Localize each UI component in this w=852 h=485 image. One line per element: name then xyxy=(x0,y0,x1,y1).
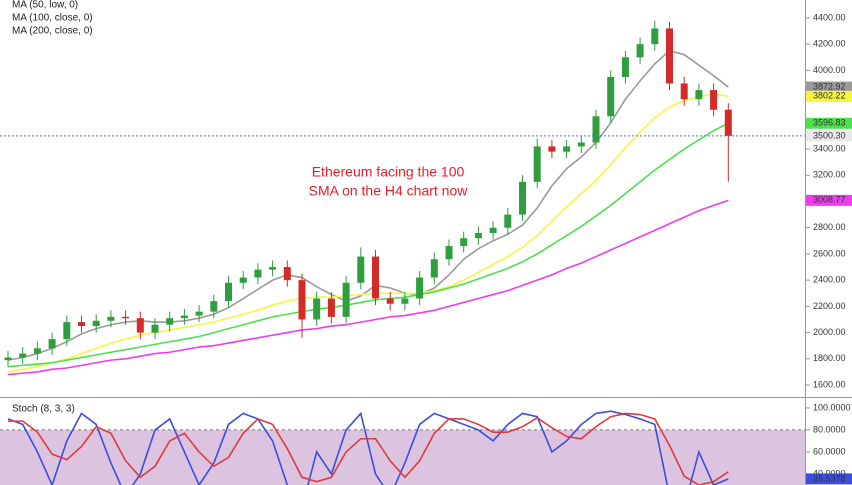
price-label: 3596.83 xyxy=(813,118,846,128)
y-tick-label: 100.0000 xyxy=(813,402,851,412)
candle-body xyxy=(254,269,262,278)
candle-body xyxy=(621,57,629,77)
stoch-band xyxy=(0,429,805,485)
line-series xyxy=(8,412,729,485)
y-tick-label: 3200.00 xyxy=(813,170,846,180)
candle-body xyxy=(313,298,321,320)
y-tick-label: 2400.00 xyxy=(813,275,846,285)
candle-body xyxy=(651,28,659,45)
candle-body xyxy=(225,282,232,302)
candle-body xyxy=(151,324,159,333)
annotation: SMA on the H4 chart now xyxy=(309,183,469,199)
candle-body xyxy=(195,311,203,316)
candle-body xyxy=(327,298,335,317)
y-tick-label: 2200.00 xyxy=(813,301,846,311)
candle-body xyxy=(636,44,644,58)
candle-body xyxy=(592,116,600,143)
candle-body xyxy=(180,315,188,319)
candle-body xyxy=(210,301,218,312)
candle-body xyxy=(474,232,482,239)
candle-body xyxy=(136,318,144,333)
candle-body xyxy=(519,181,526,215)
price-label-box xyxy=(806,194,852,206)
legend-entry: MA (200, close, 0) xyxy=(12,26,93,37)
candle-body xyxy=(239,277,247,283)
candle-body xyxy=(283,267,291,281)
candle-body xyxy=(357,256,365,283)
candle-body xyxy=(548,146,556,152)
candle-body xyxy=(724,109,732,136)
stoch-value-box xyxy=(806,473,852,485)
line-series xyxy=(7,122,729,368)
price-label-box xyxy=(806,117,852,129)
candle-body xyxy=(122,316,130,319)
candle-body xyxy=(430,259,438,278)
legend-entry: MA (100, close, 0) xyxy=(12,13,93,24)
stoch-panel xyxy=(0,410,805,485)
candle-body xyxy=(342,282,350,317)
line-series xyxy=(7,410,729,485)
y-tick-label: 3400.00 xyxy=(813,143,846,153)
candle-body xyxy=(107,316,115,321)
candle-body xyxy=(445,246,453,260)
candle-body xyxy=(563,146,571,152)
candle-body xyxy=(460,238,468,247)
candle-body xyxy=(78,322,85,327)
y-tick-label: 2600.00 xyxy=(813,248,846,258)
y-tick-label: 4000.00 xyxy=(813,65,846,75)
y-tick-label: 40.0000 xyxy=(813,468,846,478)
line-series xyxy=(7,49,729,361)
price-label: 3872.92 xyxy=(813,81,846,91)
y-tick-label: 2800.00 xyxy=(813,222,846,232)
candle-body xyxy=(504,214,512,228)
price-label: 3802.22 xyxy=(813,91,846,101)
candle-body xyxy=(710,90,718,110)
candle-body xyxy=(92,320,100,327)
candle-body xyxy=(607,76,615,117)
y-tick-label: 80.0000 xyxy=(813,424,846,434)
candle-body xyxy=(695,90,703,100)
price-label-box xyxy=(806,81,852,93)
annotation: Ethereum facing the 100 xyxy=(312,164,465,180)
price-label: 3008.77 xyxy=(813,195,846,205)
stoch-title: Stoch (8, 3, 3) xyxy=(12,404,75,415)
price-label-box xyxy=(806,130,852,142)
y-tick-label: 1600.00 xyxy=(813,379,846,389)
candle-body xyxy=(401,298,409,304)
y-tick-label: 4200.00 xyxy=(813,39,846,49)
candle-body xyxy=(386,298,394,304)
y-tick-label: 1800.00 xyxy=(813,353,846,363)
candle-body xyxy=(577,142,585,147)
candle-body xyxy=(298,280,306,320)
candle-body xyxy=(489,227,497,233)
price-panel xyxy=(0,20,805,376)
candle-body xyxy=(666,28,673,84)
line-series xyxy=(7,199,729,376)
price-label-box xyxy=(806,90,852,102)
axes: 1600.00 1800.00 2000.00 2200.00 2400.00 2600.… xyxy=(806,12,852,485)
candle-body xyxy=(372,256,379,299)
candle-body xyxy=(269,267,277,270)
candle-body xyxy=(4,357,12,361)
y-tick-label: 2000.00 xyxy=(813,327,846,337)
stoch-value-label: 35.5378 xyxy=(813,473,846,483)
candle-body xyxy=(680,83,688,100)
candle-body xyxy=(416,277,424,299)
y-tick-label: 60.0000 xyxy=(813,446,846,456)
line-series xyxy=(7,93,729,373)
candle-body xyxy=(19,353,27,358)
candle-body xyxy=(166,318,174,325)
y-tick-label: 4400.00 xyxy=(813,12,846,22)
candle-body xyxy=(48,339,56,349)
legend-entry: MA (50, low, 0) xyxy=(12,0,78,11)
candle-body xyxy=(63,322,71,340)
candle-body xyxy=(533,146,541,182)
candle-body xyxy=(33,348,41,354)
price-label: 3500.30 xyxy=(813,130,846,140)
